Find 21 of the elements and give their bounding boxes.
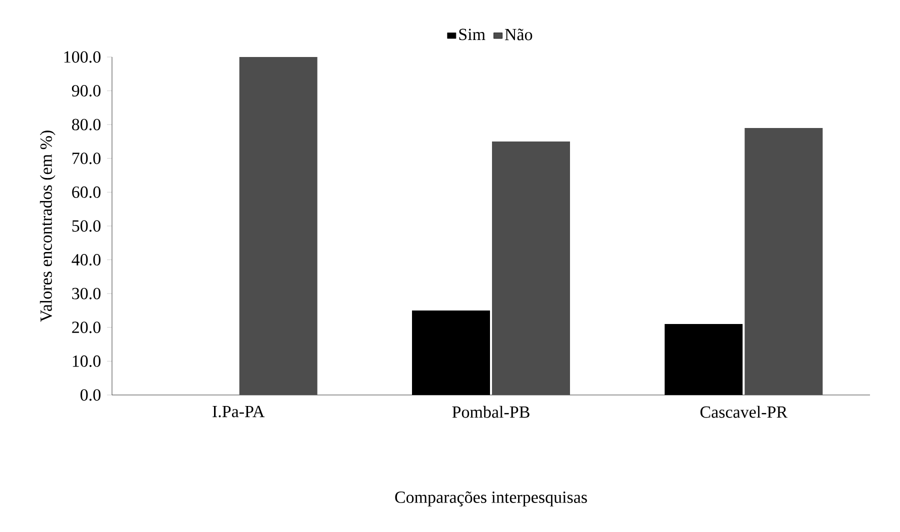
y-tick-label: 40.0 — [72, 254, 100, 266]
y-tick-label: 80.0 — [72, 118, 100, 130]
bar — [239, 56, 318, 395]
x-axis-title: Comparações interpesquisas — [395, 491, 587, 506]
y-tick-label: 20.0 — [72, 322, 100, 334]
y-tick-label: 30.0 — [72, 288, 100, 300]
y-tick-label: 10.0 — [72, 355, 100, 367]
legend-label: Sim — [459, 28, 486, 40]
y-tick-label: 60.0 — [72, 186, 100, 198]
y-tick-label: 70.0 — [72, 152, 100, 164]
bar — [492, 141, 570, 395]
y-tick-label: 100.0 — [64, 51, 100, 63]
legend-label: Não — [504, 28, 532, 40]
y-tick-label: 50.0 — [72, 220, 100, 232]
x-tick-label: Pombal-PB — [452, 406, 530, 418]
y-axis-title: Valores encontrados (em %) — [40, 130, 56, 322]
y-tick-label: 0.0 — [80, 389, 100, 401]
bar — [744, 128, 823, 395]
x-tick-label: Cascavel-PR — [700, 406, 788, 418]
y-tick-label: 90.0 — [72, 85, 100, 97]
x-tick-label: I.Pa-PA — [212, 406, 265, 418]
